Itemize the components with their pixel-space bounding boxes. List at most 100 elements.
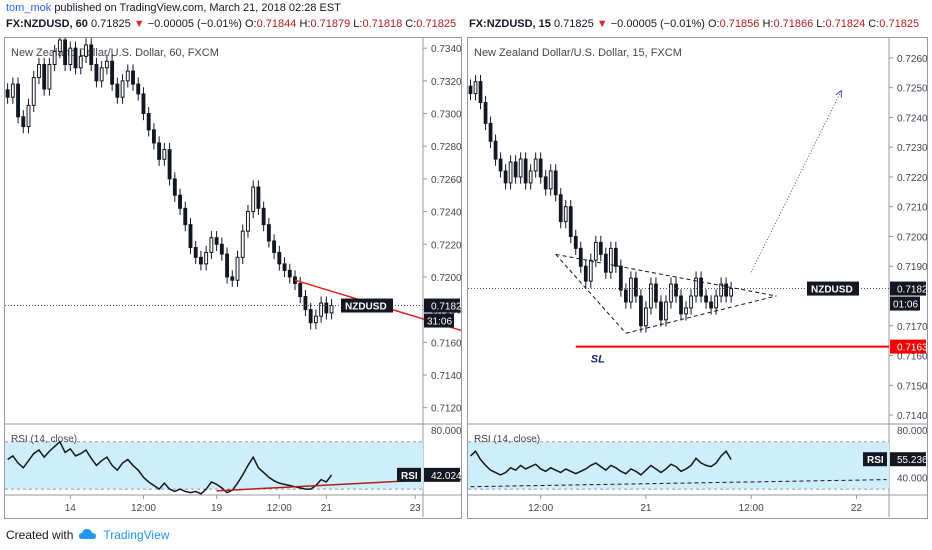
candle-body	[303, 296, 308, 311]
candle-body	[16, 83, 20, 118]
candle-body	[714, 295, 718, 309]
candle-body	[57, 39, 62, 52]
open-value: 0.71856	[719, 18, 760, 30]
publish-info: tom_mok published on TradingView.com, Ma…	[6, 2, 341, 14]
candle-body	[634, 277, 638, 297]
candle-body	[26, 104, 31, 128]
rsi-tick-label: 80.0000	[431, 426, 461, 437]
candle-body	[498, 158, 503, 172]
candle-body	[468, 85, 473, 95]
candle-body	[654, 283, 658, 303]
candle-body	[583, 265, 588, 282]
last-price: 0.71825	[553, 18, 594, 30]
rsi-tick-label: 40.0000	[897, 473, 927, 484]
projection-arrowhead	[835, 89, 842, 98]
close-value: 0.71825	[879, 18, 920, 30]
high-label: H:	[299, 18, 311, 30]
candle-body	[172, 178, 177, 196]
candle-body	[104, 60, 109, 69]
candle-body	[167, 148, 172, 180]
time-tick-label: 12:00	[528, 503, 553, 514]
open-label: O:	[245, 18, 257, 30]
candle-body	[563, 206, 568, 223]
candle-body	[287, 269, 292, 278]
rsi-trendline	[470, 479, 887, 488]
down-arrow-icon: ▼	[133, 18, 145, 30]
triangle-left-edge-line	[555, 253, 627, 334]
candle-body	[669, 283, 673, 303]
candle-body	[724, 283, 728, 297]
close-value: 0.71825	[416, 18, 457, 30]
publish-text: published on TradingView.com, March 21, …	[54, 2, 341, 14]
down-arrow-icon: ▼	[596, 18, 608, 30]
tradingview-brand[interactable]: TradingView	[103, 528, 170, 542]
chart-canvas-60m[interactable]: New Zealand Dollar/U.S. Dollar, 60, FXCM…	[5, 33, 526, 518]
candle-body	[684, 307, 688, 315]
projection-line	[750, 90, 842, 273]
candle-body	[639, 295, 643, 327]
candle-body	[37, 64, 41, 79]
candle-body	[272, 240, 277, 253]
close-label: C:	[868, 18, 880, 30]
candle-body	[649, 283, 653, 309]
rsi-badge	[863, 452, 887, 467]
candle-body	[679, 295, 683, 315]
candle-body	[483, 102, 488, 124]
chart-panel-60m[interactable]: New Zealand Dollar/U.S. Dollar, 60, FXCM…	[4, 33, 526, 519]
candle-body	[488, 122, 493, 142]
candle-body	[689, 295, 693, 309]
author-link[interactable]: tom_mok	[6, 2, 52, 14]
candle-body	[115, 83, 120, 98]
candle-body	[94, 64, 99, 82]
candle-body	[157, 142, 162, 160]
candle-body	[329, 305, 334, 314]
candle-body	[694, 277, 698, 297]
candle-body	[508, 161, 513, 184]
last-price-badge-text: 0.71825	[431, 302, 461, 313]
candle-body	[261, 207, 266, 226]
candle-body	[573, 235, 578, 249]
rsi-line	[7, 440, 333, 495]
rsi-trendline	[216, 479, 421, 492]
candle-body	[47, 64, 52, 90]
chart-canvas-15m[interactable]: New Zealand Dollar/U.S. Dollar, 15, FXCM…	[468, 38, 932, 518]
created-with-text: Created with	[6, 528, 74, 542]
countdown-badge	[424, 313, 454, 328]
rsi-line	[469, 450, 732, 476]
chart-panel-15m[interactable]: New Zealand Dollar/U.S. Dollar, 15, FXCM…	[467, 37, 932, 519]
candle-body	[629, 277, 633, 303]
candle-body	[313, 315, 318, 324]
candle-body	[623, 289, 628, 303]
candle-body	[209, 237, 214, 253]
last-price-badge	[424, 298, 460, 313]
candle-body	[141, 93, 146, 115]
sl-price-badge	[890, 339, 926, 354]
candle-body	[131, 70, 135, 85]
candle-body	[518, 158, 523, 178]
candle-body	[513, 161, 518, 178]
candle-body	[298, 282, 303, 298]
candle-body	[674, 283, 678, 297]
chart-title: New Zealand Dollar/U.S. Dollar, 15, FXCM	[474, 47, 682, 59]
last-price-badge	[890, 281, 926, 296]
candle-body	[282, 263, 287, 271]
time-tick-label: 21	[640, 503, 652, 514]
candle-body	[251, 186, 256, 213]
time-tick-label: 23	[410, 503, 422, 514]
candle-body	[473, 81, 478, 95]
candle-body	[568, 206, 573, 237]
candle-body	[246, 211, 250, 232]
candle-body	[543, 176, 548, 190]
symbol-badge	[807, 281, 859, 296]
